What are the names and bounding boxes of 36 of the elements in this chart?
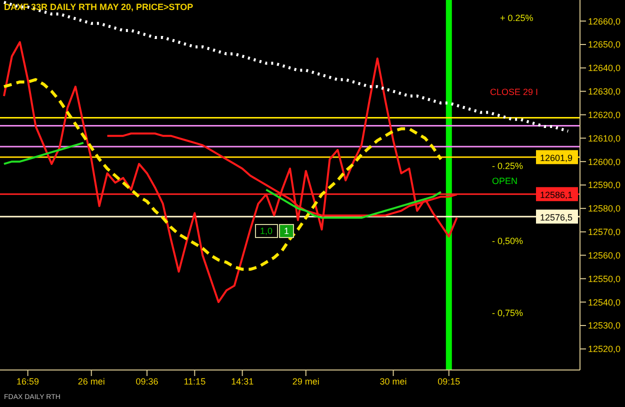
x-tick-label: 29 mei: [292, 376, 320, 386]
y-tick-label: 12590,0: [588, 180, 621, 190]
y-tick-label: 12580,0: [588, 204, 621, 214]
line-series: [2, 0, 570, 133]
annotation: - 0,75%: [492, 308, 524, 318]
annotation: - 0,50%: [492, 236, 524, 246]
ref-line-label: 12586,1: [540, 190, 573, 200]
x-tick-label: 26 mei: [78, 376, 105, 386]
chart-title: DAXF 33R DAILY RTH MAY 20, PRICE>STOP: [3, 2, 194, 12]
annotation: 1,0: [255, 224, 278, 238]
annotation: OPEN: [492, 176, 518, 186]
annotation: + 0.25%: [500, 13, 534, 23]
y-tick-label: 12630,0: [588, 86, 621, 97]
ref-line-label: 12576,5: [540, 212, 573, 223]
x-tick-label: 09:15: [438, 376, 460, 386]
y-tick-label: 12600,0: [588, 156, 621, 167]
y-tick-label: 12660,0: [588, 16, 621, 26]
y-tick-label: 12530,0: [588, 320, 621, 331]
x-tick-label: 16:59: [16, 376, 40, 386]
x-tick-label: 30 mei: [380, 376, 407, 386]
x-tick-label: 14:31: [231, 376, 254, 386]
y-tick-label: 12540,0: [588, 297, 621, 308]
y-tick-label: 12650,0: [588, 40, 621, 50]
annotation: CLOSE 29 I: [490, 87, 538, 97]
y-tick-label: 12570,0: [588, 227, 621, 238]
y-tick-label: 12610,0: [588, 133, 621, 144]
annotation: 1: [279, 224, 294, 238]
annotation: - 0.25%: [492, 161, 524, 171]
y-tick-label: 12520,0: [588, 344, 621, 354]
y-tick-label: 12640,0: [588, 63, 621, 74]
y-tick-label: 12560,0: [588, 250, 621, 260]
y-tick-label: 12620,0: [588, 110, 621, 120]
y-tick-label: 12550,0: [588, 274, 621, 284]
x-tick-label: 11:15: [184, 376, 206, 386]
ref-line-label: 12601,9: [540, 153, 573, 164]
x-tick-label: 09:36: [136, 376, 158, 386]
